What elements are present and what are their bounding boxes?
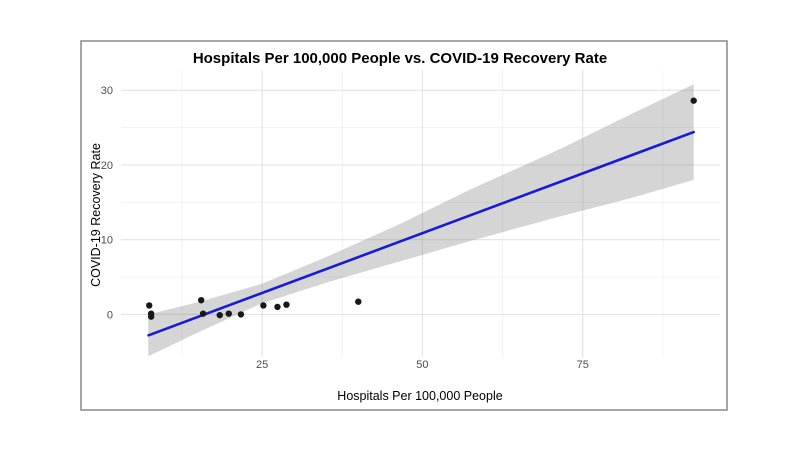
- data-point: [355, 298, 362, 305]
- confidence-band: [148, 84, 694, 357]
- data-point: [274, 303, 281, 311]
- data-point: [690, 97, 697, 104]
- trend-line: [147, 130, 696, 337]
- x-tick-labels: 25 50 75: [256, 359, 589, 371]
- x-tick-label: 50: [416, 359, 428, 371]
- data-point: [225, 310, 232, 317]
- y-tick-label: 20: [101, 160, 113, 172]
- data-point: [147, 313, 155, 320]
- y-tick-labels: 0 10 20 30: [101, 85, 113, 321]
- y-tick-label: 10: [101, 235, 113, 247]
- minor-gridlines: [121, 70, 720, 357]
- major-gridlines: [121, 70, 720, 357]
- y-axis-label: COVID-19 Recovery Rate: [89, 143, 103, 287]
- y-tick-label: 30: [101, 85, 113, 97]
- scatter-points: [146, 97, 697, 320]
- data-point: [216, 311, 223, 319]
- chart-title: Hospitals Per 100,000 People vs. COVID-1…: [193, 50, 607, 67]
- data-point: [260, 302, 267, 309]
- x-axis-label: Hospitals Per 100,000 People: [337, 389, 502, 403]
- data-point: [237, 311, 245, 318]
- x-tick-label: 25: [256, 359, 268, 371]
- data-point: [197, 296, 205, 304]
- data-point: [283, 301, 290, 308]
- data-point: [199, 310, 207, 317]
- figure-border: [80, 40, 728, 411]
- x-tick-label: 75: [577, 359, 589, 371]
- data-point: [146, 302, 153, 309]
- y-tick-label: 0: [107, 309, 113, 321]
